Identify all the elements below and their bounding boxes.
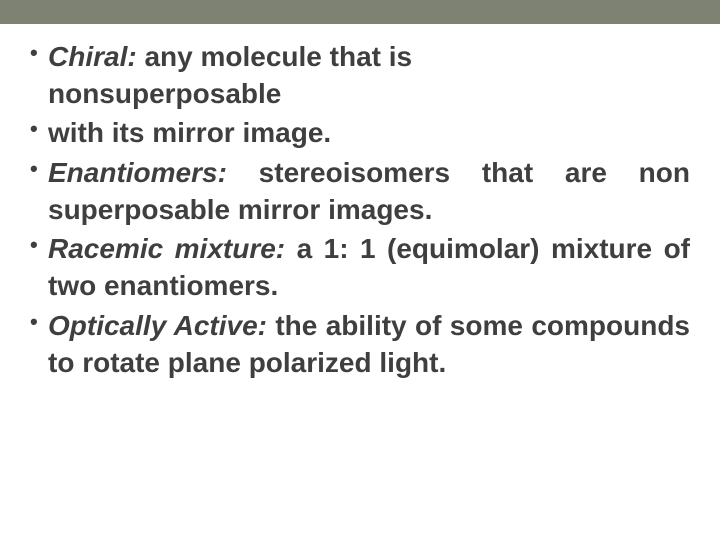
bullet-mirror: with its mirror image. [30, 114, 690, 151]
bullet-enantiomers: Enantiomers: stereoisomers that are non … [30, 154, 690, 228]
term-optically-active: Optically Active: [48, 310, 267, 341]
term-racemic: Racemic mixture: [48, 233, 285, 264]
text-chiral-line1: any molecule that is [137, 41, 412, 72]
bullet-chiral: Chiral: any molecule that is nonsuperpos… [30, 38, 690, 112]
term-enantiomers: Enantiomers: [48, 157, 227, 188]
text-chiral-cont: nonsuperposable [48, 75, 690, 112]
bullet-list: Chiral: any molecule that is nonsuperpos… [30, 38, 690, 381]
text-mirror: with its mirror image. [48, 117, 331, 148]
slide-content: Chiral: any molecule that is nonsuperpos… [0, 24, 720, 403]
bullet-racemic: Racemic mixture: a 1: 1 (equimolar) mixt… [30, 230, 690, 304]
bullet-optically-active: Optically Active: the ability of some co… [30, 307, 690, 381]
slide-top-bar [0, 0, 720, 24]
term-chiral: Chiral: [48, 41, 137, 72]
